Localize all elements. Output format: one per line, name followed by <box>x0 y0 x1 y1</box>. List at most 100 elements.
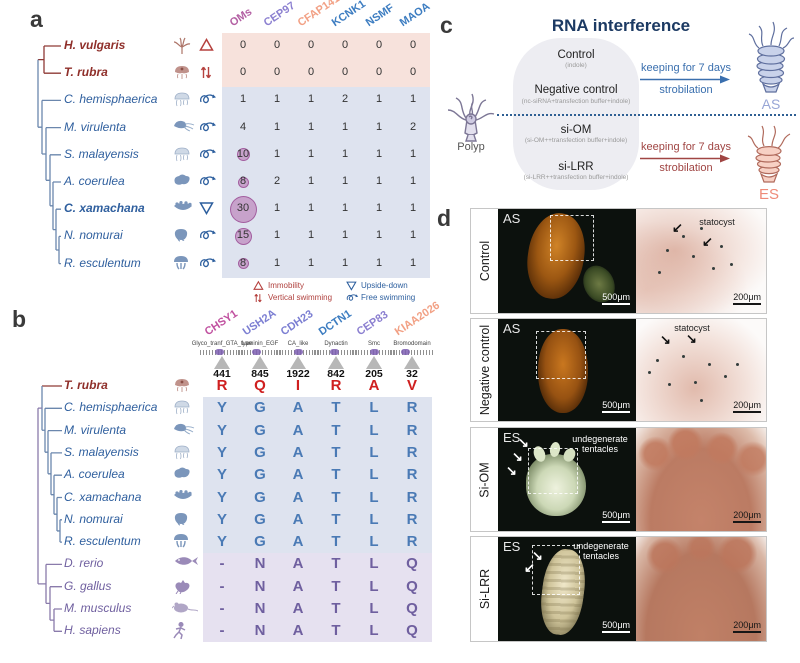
residue-cell: Y <box>216 488 227 506</box>
column-header-OMs: OMs <box>227 5 255 30</box>
animal-icon-jelly-blob2 <box>172 511 190 526</box>
protein-domain-bar <box>390 350 434 355</box>
count-cell: 1 <box>273 229 281 242</box>
scale-bar-line <box>602 631 630 633</box>
statocyst-dot <box>736 363 739 366</box>
animal-icon-jelly-light <box>172 444 192 460</box>
residue-cell: G <box>254 533 266 551</box>
table-band-nonswimmers <box>222 33 430 87</box>
column-header-NSMF: NSMF <box>363 1 397 30</box>
scale-bar-left: 500μm <box>602 621 630 633</box>
gene-header-USH2A: USH2A <box>240 307 279 339</box>
statocyst-dot <box>720 245 723 248</box>
statocyst-dot <box>668 383 671 386</box>
residue-cell: Y <box>216 443 227 461</box>
count-cell: 1 <box>273 120 281 133</box>
animal-icon-bird <box>172 578 192 594</box>
treatment-name-si-lrr: si-LRR <box>558 161 594 173</box>
arrow-icon: ↙ <box>524 560 535 575</box>
protein-domain-marker <box>329 349 339 355</box>
species-label: H. vulgaris <box>64 38 126 52</box>
statocyst-dot <box>656 359 659 362</box>
count-cell: 1 <box>307 93 315 106</box>
scale-bar-line <box>733 303 761 305</box>
arrow-icon: ↘ <box>532 548 543 563</box>
zoom-triangle-icon <box>404 356 420 369</box>
residue-cell: - <box>219 555 225 573</box>
count-cell: 0 <box>239 66 247 79</box>
count-cell: 1 <box>341 256 349 269</box>
residue-cell: N <box>254 577 266 595</box>
residue-cell: Y <box>216 466 227 484</box>
treatment-detail-control: (indole) <box>565 62 587 69</box>
species-label: N. nomurai <box>64 228 123 243</box>
residue-cell: A <box>292 466 304 484</box>
row-label: Control <box>477 240 492 282</box>
column-header-MAOA: MAOA <box>397 0 433 30</box>
panel-letter-b: b <box>12 306 27 332</box>
residue-cell: A <box>292 510 304 528</box>
animal-icon-jelly-round <box>172 533 190 548</box>
residue-cell: R <box>216 377 228 394</box>
count-cell: 1 <box>239 93 247 106</box>
statocyst-dot <box>682 235 685 238</box>
behavior-icon-immobility <box>199 38 214 52</box>
count-cell: 1 <box>273 147 281 160</box>
protein-domain-marker <box>400 349 410 355</box>
count-cell: 1 <box>307 147 315 160</box>
count-cell: 1 <box>409 147 417 160</box>
residue-cell: Q <box>406 555 418 573</box>
scale-bar-left: 500μm <box>602 401 630 413</box>
residue-cell: T <box>331 510 341 528</box>
top-path-duration: keeping for 7 days <box>641 62 731 74</box>
scale-bar-right: 200μm <box>733 511 761 523</box>
behavior-icon-free <box>199 256 216 269</box>
count-cell: 1 <box>273 256 281 269</box>
residue-cell: T <box>331 443 341 461</box>
statocyst-dot <box>648 371 651 374</box>
residue-cell: T <box>331 622 341 640</box>
animal-icon-jelly-blob <box>172 466 192 480</box>
top-path-result: AS <box>761 96 781 112</box>
top-path-event: strobilation <box>659 84 713 96</box>
species-label: S. malayensis <box>64 444 139 459</box>
annotation-tentacles: undegenerate tentacles <box>572 434 628 455</box>
residue-position: 842 <box>327 368 345 380</box>
residue-cell: L <box>369 600 379 617</box>
residue-cell: R <box>406 488 418 506</box>
panel-d-row: Si-LRR ES undegenerate tentacles 500μm ↘ ↙ 200… <box>470 536 767 642</box>
residue-cell: Y <box>216 399 227 417</box>
residue-cell: T <box>331 488 341 506</box>
treatment-detail-negative-control: (nc-siRNA+transfection buffer+indole) <box>521 98 631 105</box>
gene-header-CEP83: CEP83 <box>354 308 391 339</box>
residue-cell: N <box>254 555 266 573</box>
count-cell: 1 <box>307 229 315 242</box>
count-cell: 1 <box>307 202 315 215</box>
statocyst-dot <box>730 263 733 266</box>
micrograph-dark: AS 500μm <box>498 319 636 421</box>
bottom-path-event: strobilation <box>659 162 713 174</box>
count-cell: 0 <box>341 39 349 51</box>
species-label: M. virulenta <box>64 119 127 134</box>
residue-cell: T <box>331 533 341 551</box>
residue-cell: L <box>369 466 379 484</box>
animal-icon-jelly-light <box>172 146 192 162</box>
zoom-triangle-icon <box>214 356 230 369</box>
arrow-icon: ↘ <box>660 332 671 347</box>
divider-dotted <box>497 114 796 116</box>
count-cell: 1 <box>375 175 383 187</box>
behavior-icon-upside <box>199 201 214 216</box>
count-cell: 1 <box>341 120 349 133</box>
protein-domain-marker <box>294 349 303 355</box>
legend-label: Immobility <box>268 280 305 290</box>
count-cell: 1 <box>409 175 417 187</box>
statocyst-dot <box>658 271 661 274</box>
micrograph-light: 200μm <box>636 537 766 641</box>
count-cell: 1 <box>341 202 349 215</box>
statocyst-dot <box>700 399 703 402</box>
phylo-tree-b <box>37 385 62 632</box>
domain-label: Dynactin <box>324 341 348 347</box>
residue-position: 1922 <box>286 368 310 380</box>
animal-icon-jelly-red <box>172 64 192 80</box>
residue-cell: - <box>219 600 225 617</box>
